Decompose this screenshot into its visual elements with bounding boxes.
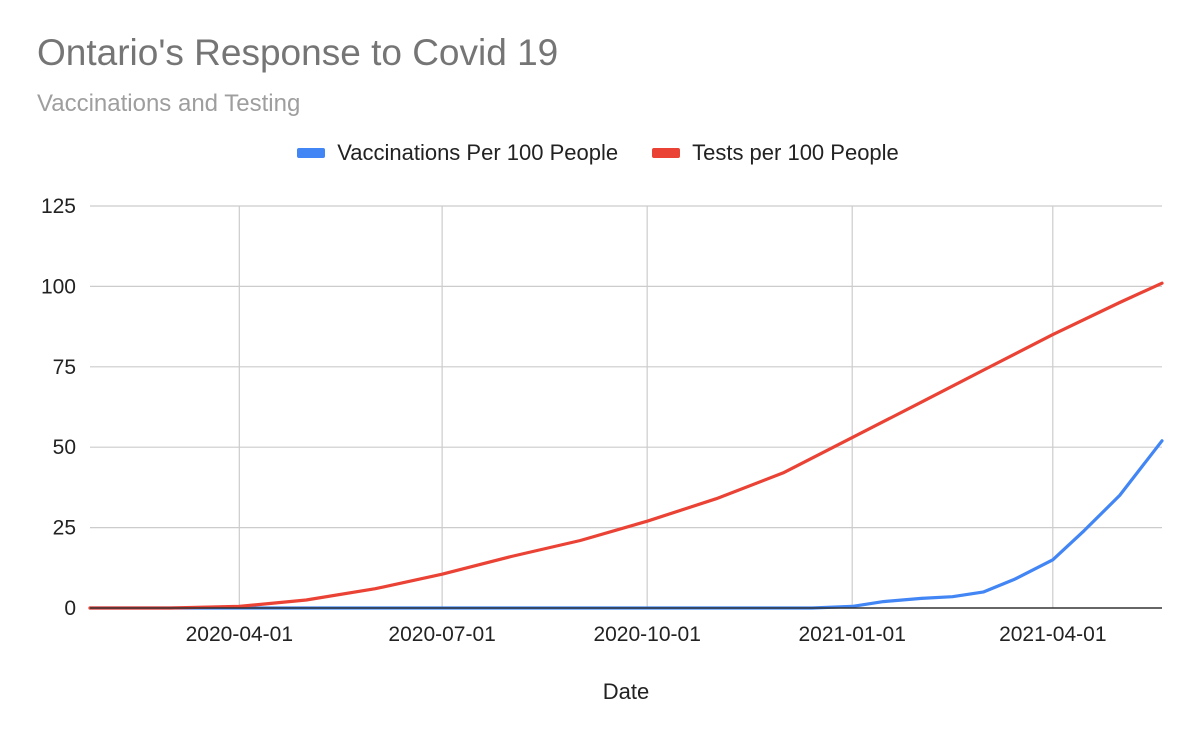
- y-tick-label: 100: [41, 275, 76, 298]
- axes: 0 25 50 75 100 125 2020-04-01 2020-07-01 2020-10…: [41, 195, 1162, 646]
- series-line-vaccinations: [88, 439, 1164, 610]
- x-tick-label: 2020-10-01: [593, 623, 700, 646]
- legend-swatch-tests: [652, 148, 681, 158]
- series-lines: [88, 281, 1164, 610]
- x-tick-label: 2020-07-01: [388, 623, 495, 646]
- y-tick-label: 50: [53, 436, 76, 459]
- x-tick-label: 2021-01-01: [799, 623, 906, 646]
- x-tick-label: 2020-04-01: [186, 623, 293, 646]
- chart-title: Ontario's Response to Covid 19: [37, 32, 559, 73]
- y-tick-label: 75: [53, 356, 76, 379]
- series-line-tests: [88, 281, 1164, 610]
- legend-item-vaccinations[interactable]: Vaccinations Per 100 People: [297, 140, 618, 166]
- chart-subtitle: Vaccinations and Testing: [37, 90, 301, 117]
- y-tick-label: 125: [41, 195, 76, 218]
- y-tick-label: 0: [64, 597, 76, 620]
- legend-label-tests: Tests per 100 People: [692, 140, 899, 165]
- gridlines: [90, 205, 1162, 608]
- legend-item-tests[interactable]: Tests per 100 People: [652, 140, 899, 166]
- y-tick-label: 25: [53, 517, 76, 540]
- legend-swatch-vaccinations: [297, 148, 326, 158]
- x-axis-title: Date: [603, 679, 649, 704]
- chart-legend: Vaccinations Per 100 People Tests per 10…: [0, 140, 1196, 166]
- x-tick-label: 2021-04-01: [999, 623, 1106, 646]
- legend-label-vaccinations: Vaccinations Per 100 People: [337, 140, 619, 165]
